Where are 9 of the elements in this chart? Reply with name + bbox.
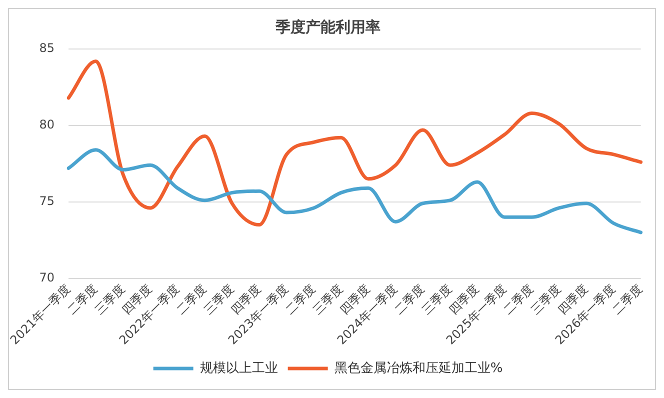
legend-label: 黑色金属冶炼和压延加工业% (334, 360, 503, 376)
y-tick-label: 80 (39, 118, 55, 132)
y-tick-label: 75 (39, 194, 55, 208)
line-series (66, 59, 643, 227)
y-tick-label: 85 (39, 41, 55, 56)
legend-label: 规模以上工业 (200, 360, 278, 376)
line-series (66, 148, 643, 234)
chart-title: 季度产能利用率 (274, 18, 380, 36)
y-tick-label: 70 (39, 270, 55, 284)
